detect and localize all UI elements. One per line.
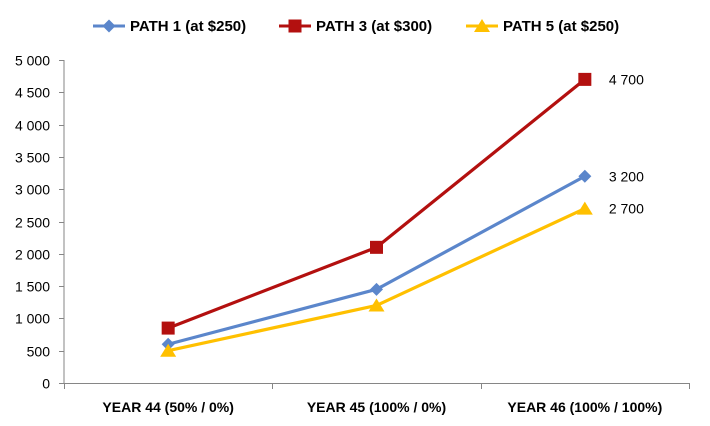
y-tick-label: 4 000	[15, 118, 50, 134]
data-point-diamond	[578, 169, 592, 183]
data-point-diamond	[370, 282, 383, 296]
y-tick-label: 1 000	[15, 311, 50, 327]
y-tick-label: 1 500	[15, 279, 50, 295]
data-label-path-5-at-250: 2 700	[609, 201, 644, 217]
legend-marker-diamond	[102, 19, 116, 33]
data-point-triangle	[160, 343, 177, 357]
data-label-path-3-at-300: 4 700	[609, 71, 644, 87]
legend-marker-square	[288, 19, 302, 33]
data-point-triangle	[368, 298, 385, 312]
y-axis: 0 500 1 000 1 500 2 000 2 500 3 000 3 500 4 000 4…	[15, 53, 65, 392]
data-labels: 3 200 4 700 2 700	[609, 71, 644, 216]
legend-item-path-3-at-300: PATH 3 (at $300)	[279, 18, 432, 35]
data-label-path-1-at-250: 3 200	[609, 168, 644, 184]
series-path-3-at-300	[161, 72, 592, 335]
data-point-square	[370, 240, 383, 254]
legend-label: PATH 3 (at $300)	[316, 18, 432, 35]
y-tick-label: 5 000	[15, 53, 50, 69]
legend: PATH 1 (at $250) PATH 3 (at $300) PATH 5 (…	[93, 18, 619, 35]
y-tick-label: 3 000	[15, 182, 50, 198]
y-tick-label: 3 500	[15, 150, 50, 166]
series-line	[166, 174, 587, 346]
legend-label: PATH 1 (at $250)	[130, 18, 246, 35]
data-point-square	[578, 72, 592, 86]
x-category-label: YEAR 45 (100% / 0%)	[307, 399, 446, 415]
legend-item-path-1-at-250: PATH 1 (at $250)	[93, 18, 246, 35]
data-point-triangle	[576, 201, 593, 215]
y-tick-label: 500	[27, 344, 51, 360]
series-layer	[160, 72, 593, 357]
legend-marker-triangle	[474, 19, 490, 32]
series-path-5-at-250	[160, 201, 593, 357]
x-category-label: YEAR 46 (100% / 100%)	[507, 399, 662, 415]
y-tick-label: 2 500	[15, 215, 50, 231]
y-tick-label: 2 000	[15, 247, 50, 263]
x-axis: YEAR 44 (50% / 0%) YEAR 45 (100% / 0%) YEA…	[64, 383, 690, 415]
data-point-square	[161, 321, 175, 335]
legend-item-path-5-at-250: PATH 5 (at $250)	[466, 18, 619, 35]
series-path-1-at-250	[161, 169, 592, 351]
x-category-label: YEAR 44 (50% / 0%)	[102, 399, 234, 415]
legend-label: PATH 5 (at $250)	[503, 18, 619, 35]
y-tick-label: 0	[42, 376, 50, 392]
y-tick-label: 4 500	[15, 85, 50, 101]
